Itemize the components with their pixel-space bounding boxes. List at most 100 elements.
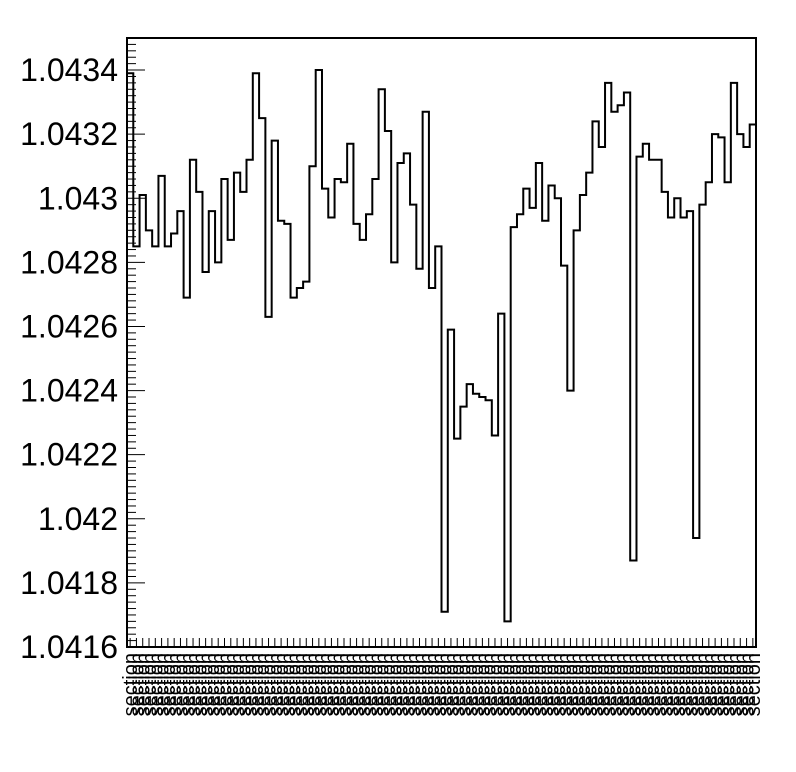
x-tick-label: section	[655, 653, 677, 716]
x-tick-label: section	[315, 653, 337, 716]
x-tick-label: section	[504, 653, 526, 716]
x-tick-label: section	[126, 653, 148, 716]
x-tick-label: section	[340, 653, 362, 716]
x-tick-label: section	[221, 653, 243, 716]
x-tick-label: section	[359, 653, 381, 716]
x-axis	[129, 638, 754, 647]
x-tick-label: section	[303, 653, 325, 716]
x-tick-label: section	[579, 653, 601, 716]
y-tick-label: 1.0416	[20, 629, 118, 665]
series-line	[127, 69, 756, 623]
x-tick-label: section	[466, 653, 488, 716]
x-tick-label: section	[259, 653, 281, 716]
x-tick-label: section	[686, 653, 708, 716]
x-tick-label: section	[649, 653, 671, 716]
x-tick-label: section	[384, 653, 406, 716]
x-tick-label: section	[498, 653, 520, 716]
x-tick-label: section	[290, 653, 312, 716]
x-tick-label: section	[189, 653, 211, 716]
x-tick-label: section	[623, 653, 645, 716]
x-tick-label: section	[214, 653, 236, 716]
x-tick-label: section	[617, 653, 639, 716]
x-tick-label: section	[328, 653, 350, 716]
x-tick-label: section	[472, 653, 494, 716]
x-tick-label: section	[152, 653, 174, 716]
x-tick-label: section	[391, 653, 413, 716]
x-tick-label: section	[743, 653, 765, 716]
x-tick-label: section	[265, 653, 287, 716]
x-tick-label: section	[252, 653, 274, 716]
x-tick-label: section	[120, 653, 142, 716]
x-axis-labels: sectionsectionsectionsectionsectionsecti…	[120, 653, 765, 716]
x-tick-label: section	[277, 653, 299, 716]
x-tick-label: section	[334, 653, 356, 716]
x-tick-label: section	[737, 653, 759, 716]
x-tick-label: section	[705, 653, 727, 716]
x-tick-label: section	[447, 653, 469, 716]
x-tick-label: section	[403, 653, 425, 716]
x-tick-label: section	[674, 653, 696, 716]
x-tick-label: section	[485, 653, 507, 716]
x-tick-label: section	[139, 653, 161, 716]
x-tick-label: section	[164, 653, 186, 716]
x-tick-label: section	[284, 653, 306, 716]
x-tick-label: section	[309, 653, 331, 716]
x-tick-label: section	[227, 653, 249, 716]
x-tick-label: section	[491, 653, 513, 716]
x-tick-label: section	[592, 653, 614, 716]
x-tick-label: section	[428, 653, 450, 716]
x-tick-label: section	[604, 653, 626, 716]
x-tick-label: section	[636, 653, 658, 716]
x-tick-label: section	[730, 653, 752, 716]
x-tick-label: section	[296, 653, 318, 716]
x-tick-label: section	[630, 653, 652, 716]
x-tick-label: section	[535, 653, 557, 716]
x-tick-label: section	[598, 653, 620, 716]
x-tick-label: section	[422, 653, 444, 716]
y-axis: 1.0416 1.0418 1.042 1.0422 1.0424 1.0426 1.042…	[20, 37, 145, 665]
x-tick-label: section	[353, 653, 375, 716]
x-tick-label: section	[321, 653, 343, 716]
y-tick-label: 1.043	[38, 180, 118, 216]
x-tick-label: section	[548, 653, 570, 716]
x-tick-label: section	[699, 653, 721, 716]
x-tick-label: section	[196, 653, 218, 716]
x-tick-label: section	[372, 653, 394, 716]
y-tick-label: 1.0432	[20, 116, 118, 152]
x-tick-label: section	[208, 653, 230, 716]
x-tick-label: section	[516, 653, 538, 716]
x-tick-label: section	[611, 653, 633, 716]
x-tick-label: section	[183, 653, 205, 716]
x-tick-label: section	[177, 653, 199, 716]
y-tick-label: 1.0418	[20, 565, 118, 601]
x-tick-label: section	[567, 653, 589, 716]
y-tick-label: 1.0422	[20, 437, 118, 473]
data-series	[127, 69, 756, 623]
x-tick-label: section	[202, 653, 224, 716]
y-tick-label: 1.0434	[20, 52, 118, 88]
x-tick-label: section	[409, 653, 431, 716]
x-tick-label: section	[586, 653, 608, 716]
x-tick-label: section	[133, 653, 155, 716]
x-tick-label: section	[479, 653, 501, 716]
x-tick-label: section	[441, 653, 463, 716]
x-tick-label: section	[435, 653, 457, 716]
x-tick-label: section	[560, 653, 582, 716]
x-tick-label: section	[693, 653, 715, 716]
x-tick-label: section	[680, 653, 702, 716]
y-tick-label: 1.0426	[20, 308, 118, 344]
x-tick-label: section	[378, 653, 400, 716]
x-tick-label: section	[460, 653, 482, 716]
x-tick-label: section	[347, 653, 369, 716]
x-tick-label: section	[573, 653, 595, 716]
x-tick-label: section	[724, 653, 746, 716]
x-tick-label: section	[554, 653, 576, 716]
y-tick-label: 1.0428	[20, 244, 118, 280]
x-tick-label: section	[523, 653, 545, 716]
x-tick-label: section	[661, 653, 683, 716]
x-tick-label: section	[397, 653, 419, 716]
x-tick-label: section	[158, 653, 180, 716]
x-tick-label: section	[233, 653, 255, 716]
x-tick-label: section	[642, 653, 664, 716]
